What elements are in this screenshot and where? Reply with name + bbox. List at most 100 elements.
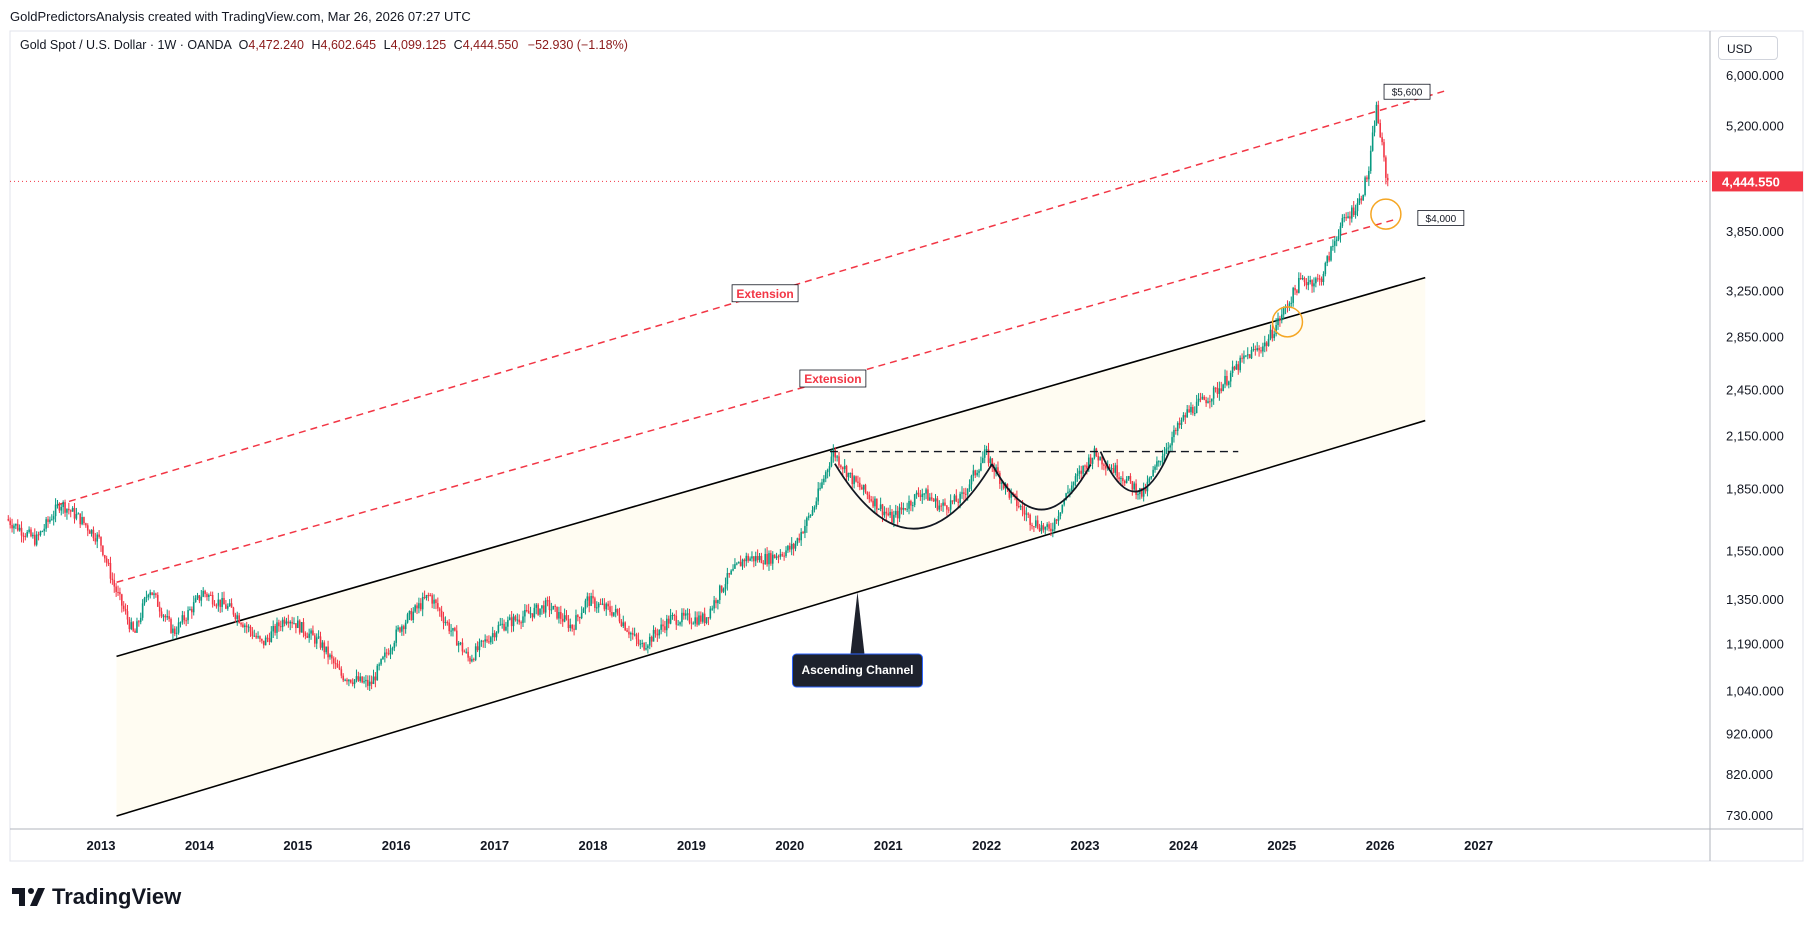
candle-body [1123,481,1126,484]
candle-body [701,613,704,622]
candle-body [548,600,551,610]
candle-body [554,606,556,608]
candle-body [732,568,734,571]
candle-body [249,626,252,632]
candle-body [115,586,117,592]
candle-body [484,639,486,642]
candle-body [1103,464,1105,466]
candle-body [147,594,150,597]
candle-body [18,527,21,531]
candle-body [1131,481,1134,490]
candle-body [660,624,662,630]
candle-body [915,492,918,495]
candle-body [630,632,632,635]
candle-body [789,545,791,550]
symbol-title[interactable]: Gold Spot / U.S. Dollar · 1W · OANDA [20,38,232,52]
x-tick-label: 2016 [382,838,411,853]
candle-body [891,511,893,523]
candle-body [862,484,865,490]
candle-body [968,484,971,489]
candle-body [1180,420,1183,426]
y-tick-label: 2,450.000 [1726,383,1784,398]
candle-body [209,594,212,596]
candle-body [1082,465,1084,474]
candle-body [1163,453,1166,456]
y-tick-label: 2,150.000 [1726,429,1784,444]
tradingview-brand[interactable]: TradingView [12,884,181,910]
candle-body [1029,514,1031,525]
candle-body [416,605,418,609]
candle-body [1152,469,1154,477]
x-tick-label: 2026 [1366,838,1395,853]
candle-body [703,613,706,624]
candle-body [376,665,379,681]
candle-body [556,606,558,619]
candle-body [168,616,170,619]
candle-body [482,640,485,642]
candle-body [1364,177,1366,195]
candle-body [429,595,432,597]
candle-body [215,605,218,607]
candle-body [51,519,53,521]
candle-body [859,482,861,488]
candle-body [770,553,772,564]
candle-body [437,603,439,609]
candle-body [253,635,256,637]
candle-body [838,456,840,466]
x-tick-label: 2021 [874,838,903,853]
candle-body [359,676,362,681]
candle-body [467,651,469,658]
candle-body [155,593,157,595]
candle-body [826,469,829,473]
candle-body [279,626,282,628]
candle-body [1265,342,1268,346]
candle-body [1057,516,1060,521]
candle-body [1176,422,1179,432]
candle-body [1349,216,1351,219]
candle-body [1307,282,1310,286]
candle-body [1112,468,1115,473]
candle-body [272,626,275,632]
y-tick-label: 3,850.000 [1726,224,1784,239]
candle-body [304,633,307,636]
candle-body [768,553,770,565]
candle-body [726,573,729,585]
candle-body [690,622,693,624]
candle-body [684,613,687,616]
candle-body [787,545,789,551]
candle-body [455,630,458,646]
candle-body [444,622,447,624]
candle-body [747,555,749,561]
candle-body [1279,318,1281,321]
candle-body [1069,490,1071,492]
currency-button[interactable]: USD [1718,36,1778,60]
x-tick-label: 2027 [1464,838,1493,853]
candle-body [1076,473,1079,476]
candle-body [904,508,907,510]
candle-body [308,633,310,638]
candle-body [395,629,398,643]
candle-body [828,466,831,470]
candle-body [982,457,984,464]
candle-body [374,676,377,681]
candle-body [109,563,112,579]
candle-body [936,498,939,510]
candle-body [910,500,912,506]
candle-body [1050,528,1052,532]
candle-body [1315,278,1317,284]
candle-body [777,556,780,558]
candle-body [1262,346,1264,352]
candle-body [92,529,95,539]
candle-body [641,642,644,644]
candle-body [541,605,543,609]
candle-body [297,620,299,628]
candle-body [478,641,481,651]
candle-body [344,679,346,681]
candle-body [1212,387,1215,399]
candle-body [1159,461,1162,463]
candle-body [1281,314,1283,321]
candle-body [406,614,409,623]
candle-body [1368,170,1370,180]
candle-body [1101,456,1103,465]
